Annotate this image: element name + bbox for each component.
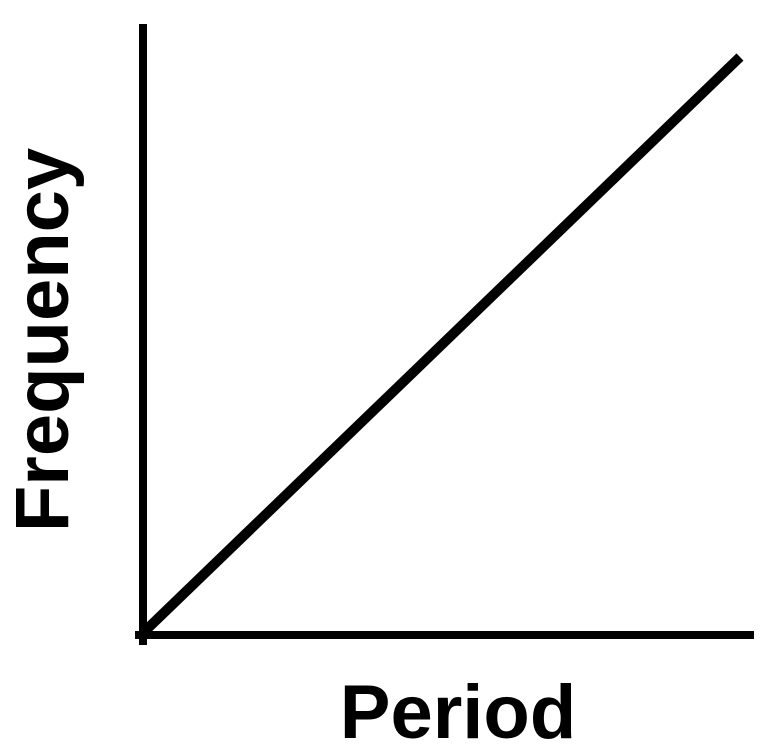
y-axis-title: Frequency [0,148,85,532]
series-line-0 [141,53,744,635]
x-axis-title: Period [340,670,577,755]
series-layer [141,53,744,635]
